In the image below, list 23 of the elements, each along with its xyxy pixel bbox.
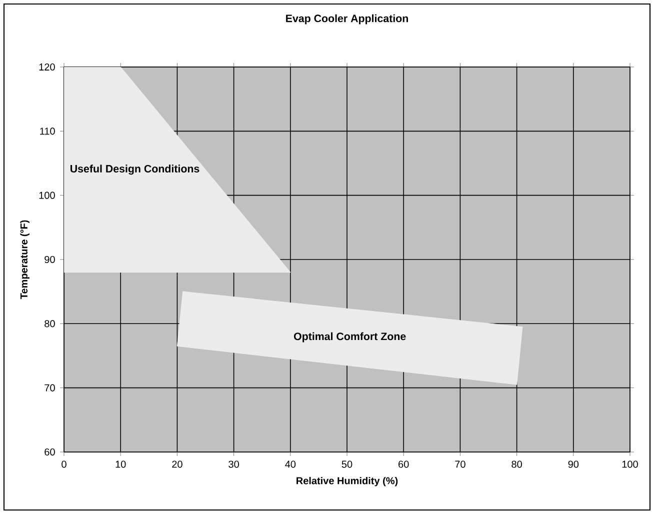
x-tick-label: 50 (342, 460, 352, 468)
x-tick-label: 0 (62, 460, 66, 468)
annotation: Useful Design Conditions (70, 164, 200, 175)
chart-title: Evap Cooler Application (286, 14, 408, 24)
y-tick-label: 90 (44, 256, 55, 264)
x-tick-label: 10 (116, 460, 126, 468)
y-tick-label: 100 (39, 192, 55, 199)
x-tick-label: 60 (398, 460, 409, 468)
annotation: Optimal Comfort Zone (294, 332, 406, 342)
x-axis-title: Relative Humidity (%) (296, 476, 398, 486)
y-tick-label: 70 (44, 384, 55, 392)
x-tick-label: 100 (622, 460, 638, 468)
x-tick-label: 70 (455, 460, 466, 468)
x-tick-label: 20 (172, 460, 182, 468)
x-tick-label: 80 (512, 460, 522, 468)
x-tick-label: 90 (568, 460, 579, 468)
y-tick-label: 80 (44, 320, 55, 328)
y-tick-label: 120 (39, 63, 55, 71)
y-tick-label: 110 (40, 128, 55, 135)
x-tick-label: 30 (228, 460, 239, 468)
y-axis-title: Temperature (°F) (20, 220, 30, 300)
x-tick-label: 40 (285, 460, 296, 468)
y-tick-label: 60 (44, 448, 55, 456)
